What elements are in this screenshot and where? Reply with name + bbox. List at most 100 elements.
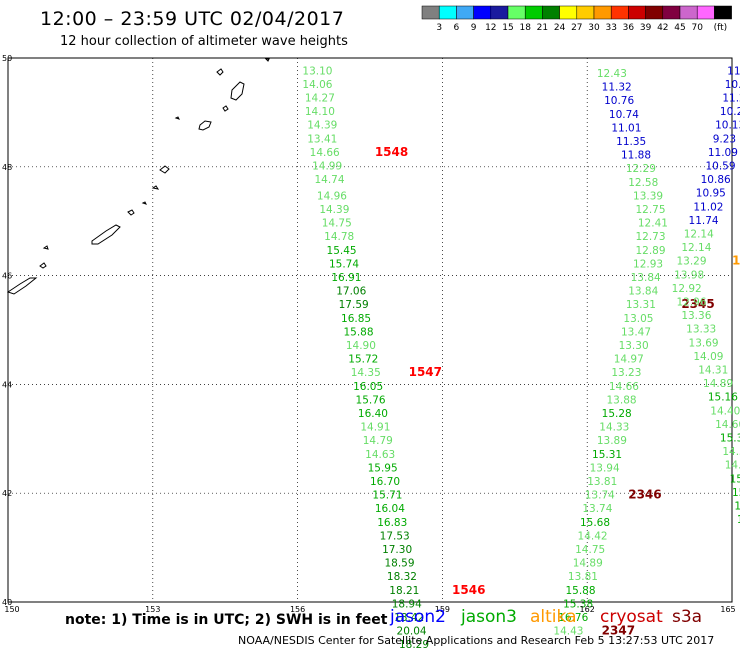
island-2 — [230, 81, 245, 101]
longitude-tick-label: 153 — [145, 605, 160, 614]
altimeter-tracks: 13.1014.0614.2714.1014.3913.4114.6614.99… — [302, 65, 740, 650]
wave-height-label: 15.95 — [368, 462, 398, 474]
wave-height-label: 14.09 — [693, 351, 723, 363]
wave-height-label: 12.14 — [681, 242, 711, 254]
satellite-legend-s3a: s3a — [672, 607, 703, 627]
colorbar-swatch — [559, 5, 578, 20]
wave-height-label: 13.94 — [590, 462, 620, 474]
longitude-tick-label: 150 — [4, 605, 19, 614]
wave-height-label: 14.75 — [575, 544, 605, 556]
wave-height-label: 18.32 — [387, 571, 417, 583]
wave-height-label: 18.29 — [399, 639, 429, 650]
wave-height-label: 13.81 — [587, 476, 617, 488]
pass-time-label: 1546 — [452, 583, 485, 597]
latitude-tick-label: 48 — [2, 163, 12, 172]
wave-height-label: 13.81 — [568, 571, 598, 583]
island-11 — [42, 245, 49, 250]
colorbar-tick-label: 6 — [454, 23, 460, 33]
wave-height-label: 12.93 — [633, 258, 663, 270]
colorbar-tick-label: 21 — [537, 23, 548, 33]
longitude-tick-label: 159 — [435, 605, 450, 614]
wave-height-label: 11.01 — [611, 122, 641, 134]
wave-height-label: 14.74 — [314, 174, 344, 186]
satellite-legend-jason3: jason3 — [461, 607, 517, 627]
colorbar-swatch — [610, 5, 629, 20]
island-12 — [39, 262, 47, 269]
wave-height-label: 13.41 — [307, 133, 337, 145]
colorbar-swatch — [456, 5, 474, 20]
wave-height-label: 13.23 — [611, 367, 641, 379]
page-title: 12:00 – 23:59 UTC 02/04/2017 — [40, 8, 345, 30]
pass-time-label: 1548 — [375, 145, 408, 159]
wave-height-label: 14.60 — [715, 419, 740, 431]
wave-height-label: 16.70 — [370, 476, 400, 488]
wave-height-label: 11.02 — [693, 201, 723, 213]
colorbar-swatch — [576, 5, 595, 20]
wave-height-label: 12.29 — [626, 163, 656, 175]
pass-time-label: 2345 — [681, 297, 714, 311]
wave-height-label: 14.42 — [578, 530, 608, 542]
wave-height-label: 11.35 — [616, 136, 646, 148]
wave-height-label: 10.59 — [705, 161, 735, 173]
wave-height-label: 15.31 — [592, 449, 622, 461]
colorbar-tick-label: 24 — [554, 23, 566, 33]
wave-height-label: 13.98 — [674, 269, 704, 281]
colorbar-tick-label: 45 — [674, 23, 685, 33]
wave-height-label: 13.74 — [585, 490, 615, 502]
latitude-tick-label: 40 — [2, 598, 12, 607]
wave-height-label: 12.75 — [635, 204, 665, 216]
wave-height-label: 13.29 — [676, 256, 706, 268]
colorbar-tick-label: 42 — [657, 23, 668, 33]
colorbar-swatch — [473, 5, 492, 20]
wave-height-label: 13.30 — [619, 340, 649, 352]
wave-height-label: 15.76 — [356, 394, 386, 406]
wave-height-label: 14.89 — [573, 558, 603, 570]
island-1 — [216, 68, 224, 76]
wave-height-label: 15.38 — [563, 598, 593, 610]
wave-height-label: 18.21 — [389, 585, 419, 597]
colorbar-tick-label: 9 — [471, 23, 477, 33]
wave-height-label: 20.04 — [397, 626, 427, 638]
wave-height-label: 13.36 — [681, 310, 711, 322]
wave-height-label: 14.75 — [322, 218, 352, 230]
longitude-tick-label: 162 — [580, 605, 595, 614]
colorbar-swatch — [714, 5, 732, 20]
wave-height-label: 10.30 — [725, 79, 740, 91]
wave-height-label: 10.27 — [720, 106, 740, 118]
colorbar-swatch — [421, 5, 440, 20]
satellite-legend-cryosat: cryosat — [600, 607, 663, 627]
wave-height-label: 14.78 — [324, 231, 354, 243]
island-4 — [198, 120, 212, 131]
wave-height-label: 15.71 — [372, 490, 402, 502]
colorbar-tick-label: 12 — [485, 23, 496, 33]
wave-height-label: 15.48 — [732, 487, 740, 499]
colorbar-tick-label: 18 — [519, 23, 531, 33]
wave-height-label: 15.34 — [720, 433, 740, 445]
footer-note: note: 1) Time is in UTC; 2) SWH is in fe… — [65, 612, 388, 628]
wave-height-label: 13.31 — [626, 299, 656, 311]
wave-height-label: 17.30 — [382, 544, 412, 556]
wave-height-label: 15.37 — [730, 473, 740, 485]
wave-height-label: 12.73 — [635, 231, 665, 243]
wave-height-label: 18.94 — [392, 598, 422, 610]
colorbar-swatch — [679, 5, 698, 20]
colorbar-tick-label: 39 — [640, 23, 652, 33]
wave-height-label: 10.76 — [604, 95, 634, 107]
satellite-legend-jason2: jason2 — [390, 607, 446, 627]
wave-height-label: 14.79 — [363, 435, 393, 447]
wave-height-label: 12.14 — [684, 229, 714, 241]
latitude-tick-label: 46 — [2, 272, 12, 281]
wave-height-label: 14.96 — [317, 190, 347, 202]
pass-time-label: 2346 — [628, 488, 661, 502]
colorbar-swatch — [438, 5, 457, 20]
wave-height-label: 14.97 — [614, 354, 644, 366]
island-6 — [159, 165, 170, 174]
wave-height-label: 11.09 — [708, 147, 738, 159]
wave-height-label: 16.85 — [341, 313, 371, 325]
wave-height-label: 14.60 — [725, 460, 740, 472]
wave-height-label: 14.27 — [305, 93, 335, 105]
wave-height-label: 14.39 — [307, 120, 337, 132]
wave-height-label: 15.45 — [327, 245, 357, 257]
